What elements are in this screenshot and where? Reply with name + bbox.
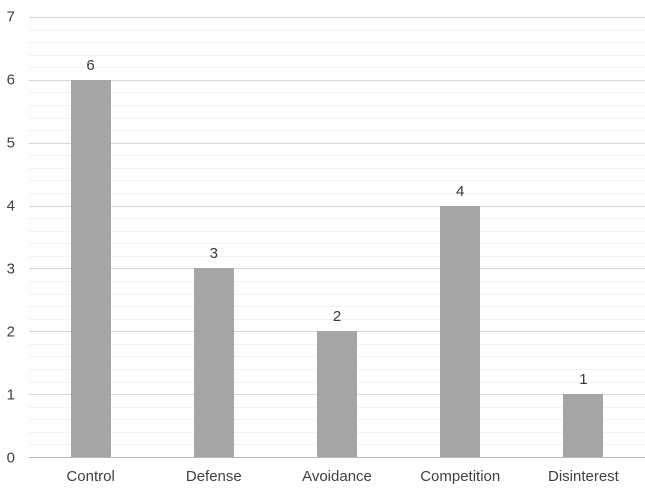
bar — [440, 205, 481, 457]
y-tick-label: 7 — [6, 8, 15, 26]
bar-value-label: 1 — [579, 371, 588, 389]
gridline-major — [29, 268, 645, 270]
gridline-minor — [29, 243, 645, 245]
y-tick-label: 6 — [6, 71, 15, 89]
bar-value-label: 3 — [209, 245, 218, 263]
y-tick-label: 3 — [6, 260, 15, 278]
gridline-minor — [29, 255, 645, 257]
y-tick-label: 1 — [6, 386, 15, 404]
bar — [193, 268, 234, 457]
bar — [317, 331, 357, 457]
category-label: Competition — [420, 468, 501, 485]
bar-group: 6 — [29, 17, 152, 457]
bar — [70, 79, 111, 457]
bar-value-label: 4 — [456, 182, 465, 200]
y-axis: 0 1 2 3 4 5 6 7 — [0, 10, 15, 466]
gridline-minor — [29, 54, 645, 56]
bar-group: 3 — [152, 17, 275, 457]
gridline-minor — [29, 281, 645, 282]
gridline-major — [29, 79, 645, 81]
gridline-minor — [29, 155, 645, 157]
bars: 6 3 2 4 1 — [29, 17, 645, 457]
y-tick-label: 0 — [6, 449, 15, 467]
gridline-minor — [29, 117, 645, 119]
y-tick-label: 2 — [6, 323, 15, 341]
bar-group: 2 — [275, 17, 398, 457]
bar-value-label: 6 — [86, 56, 95, 74]
gridline-minor — [29, 193, 645, 194]
category-label: Disinterest — [547, 468, 619, 485]
gridline-minor — [29, 42, 645, 44]
gridline-minor — [29, 92, 645, 94]
bar — [563, 394, 604, 457]
gridline-minor — [29, 29, 645, 31]
gridline-minor — [29, 293, 645, 295]
gridline-minor — [29, 167, 645, 169]
bar-value-label: 2 — [332, 308, 342, 326]
category-label: Control — [66, 468, 115, 485]
y-tick-label: 4 — [6, 197, 15, 215]
y-tick-label: 5 — [6, 134, 15, 152]
gridline-minor — [29, 130, 645, 132]
category-label: Defense — [185, 468, 242, 485]
category-label: Avoidance — [302, 468, 372, 485]
gridline-minor — [29, 67, 645, 69]
gridline-minor — [29, 180, 645, 182]
gridline-major — [29, 205, 645, 207]
gridline-major — [29, 17, 645, 18]
bar-group: 4 — [399, 17, 522, 457]
plot-area: 6 3 2 4 1 — [29, 17, 645, 458]
gridline-major — [29, 142, 645, 144]
x-axis: Control Defense Avoidance Competition Disint… — [29, 468, 645, 486]
bar-group: 1 — [522, 17, 645, 457]
gridline-minor — [29, 230, 645, 232]
gridline-minor — [29, 318, 645, 320]
gridline-minor — [29, 218, 645, 220]
gridline-minor — [29, 306, 645, 308]
gridline-minor — [29, 105, 645, 106]
